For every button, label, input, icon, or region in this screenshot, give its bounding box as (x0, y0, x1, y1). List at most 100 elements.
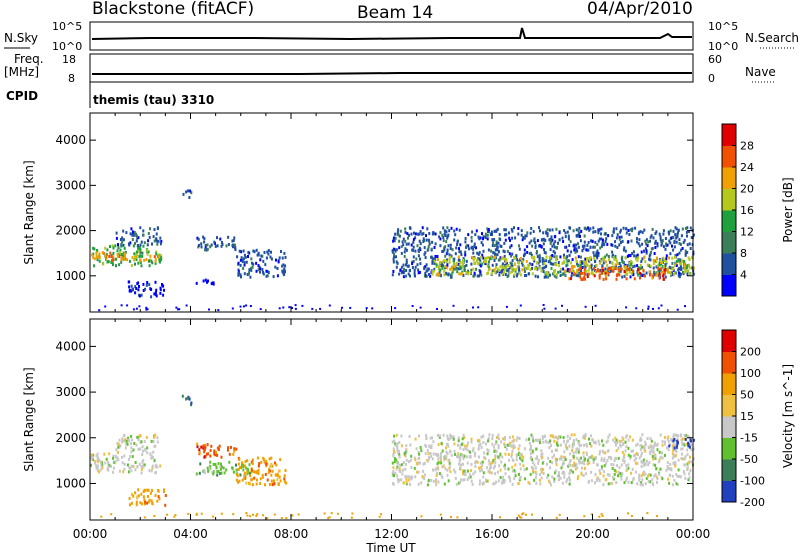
data-cell (437, 461, 440, 465)
data-cell (249, 482, 252, 486)
data-cell (127, 280, 130, 284)
data-cell (145, 258, 148, 261)
data-cell (272, 275, 275, 279)
data-cell (123, 246, 126, 250)
data-cell (472, 267, 475, 271)
data-cell (611, 476, 614, 479)
data-cell (542, 258, 545, 262)
data-cell (207, 279, 209, 283)
data-cell (145, 308, 148, 311)
data-cell (437, 258, 439, 262)
data-cell (138, 249, 141, 253)
data-cell (452, 435, 455, 439)
data-cell (491, 269, 494, 273)
data-cell (458, 247, 460, 251)
data-cell (449, 247, 452, 250)
data-cell (158, 257, 161, 261)
data-cell (665, 257, 668, 261)
data-cell (433, 259, 436, 263)
data-region (196, 442, 238, 459)
data-cell (611, 254, 614, 258)
data-cell (112, 263, 114, 267)
data-cell (675, 448, 678, 452)
data-cell (536, 250, 538, 253)
data-cell (428, 273, 430, 276)
data-cell (531, 267, 533, 270)
data-cell (601, 515, 604, 517)
data-cell (687, 441, 690, 445)
data-cell (604, 255, 606, 259)
data-cell (599, 261, 601, 265)
data-cell (653, 474, 656, 478)
data-cell (215, 450, 217, 454)
data-cell (401, 240, 404, 244)
data-cell (128, 288, 131, 292)
data-cell (619, 472, 622, 476)
data-cell (568, 253, 571, 257)
data-cell (422, 237, 425, 241)
data-cell (520, 233, 523, 237)
data-cell (681, 447, 684, 451)
data-cell (586, 263, 589, 267)
data-cell (517, 514, 520, 517)
data-cell (134, 285, 137, 289)
data-cell (473, 451, 476, 455)
data-cell (236, 255, 239, 259)
data-cell (533, 478, 536, 482)
data-cell (118, 251, 121, 255)
data-cell (395, 260, 398, 264)
data-cell (576, 456, 579, 460)
data-cell (157, 239, 160, 243)
data-cell (478, 251, 481, 255)
data-cell (153, 515, 156, 517)
data-cell (556, 256, 559, 260)
data-cell (641, 433, 644, 437)
data-cell (598, 515, 601, 518)
data-cell (474, 461, 477, 465)
data-cell (391, 461, 394, 465)
data-cell (153, 255, 156, 259)
data-cell (453, 229, 456, 233)
data-cell (639, 483, 642, 487)
data-cell (515, 438, 518, 442)
data-cell (583, 264, 586, 268)
data-cell (629, 275, 632, 279)
data-cell (144, 500, 147, 504)
data-cell (163, 288, 165, 292)
data-cell (448, 257, 451, 261)
data-cell (617, 471, 620, 474)
data-cell (150, 259, 153, 263)
time-tick-label: 00:00 (676, 527, 711, 541)
data-cell (408, 475, 411, 479)
data-cell (562, 267, 565, 271)
cpid-label: CPID (6, 89, 38, 103)
data-cell (678, 251, 681, 255)
data-cell (487, 439, 490, 443)
data-cell (690, 460, 693, 464)
data-cell (126, 463, 129, 467)
nsearch-label: N.Search (745, 31, 799, 45)
data-cell (525, 259, 528, 263)
data-cell (464, 237, 467, 240)
data-cell (124, 438, 127, 441)
data-cell (163, 490, 165, 494)
data-cell (671, 256, 674, 260)
data-cell (448, 229, 451, 233)
data-cell (625, 277, 628, 281)
data-cell (562, 440, 565, 443)
data-cell (142, 449, 144, 453)
data-cell (673, 478, 676, 482)
data-cell (252, 249, 255, 253)
data-cell (605, 440, 608, 444)
data-cell (602, 443, 605, 447)
data-cell (462, 457, 465, 461)
data-cell (392, 482, 395, 486)
data-cell (216, 236, 218, 240)
data-cell (680, 457, 683, 461)
data-cell (257, 253, 260, 257)
data-cell (672, 229, 675, 233)
data-cell (591, 239, 594, 243)
data-cell (461, 272, 463, 276)
data-cell (319, 307, 322, 310)
data-cell (608, 258, 610, 262)
